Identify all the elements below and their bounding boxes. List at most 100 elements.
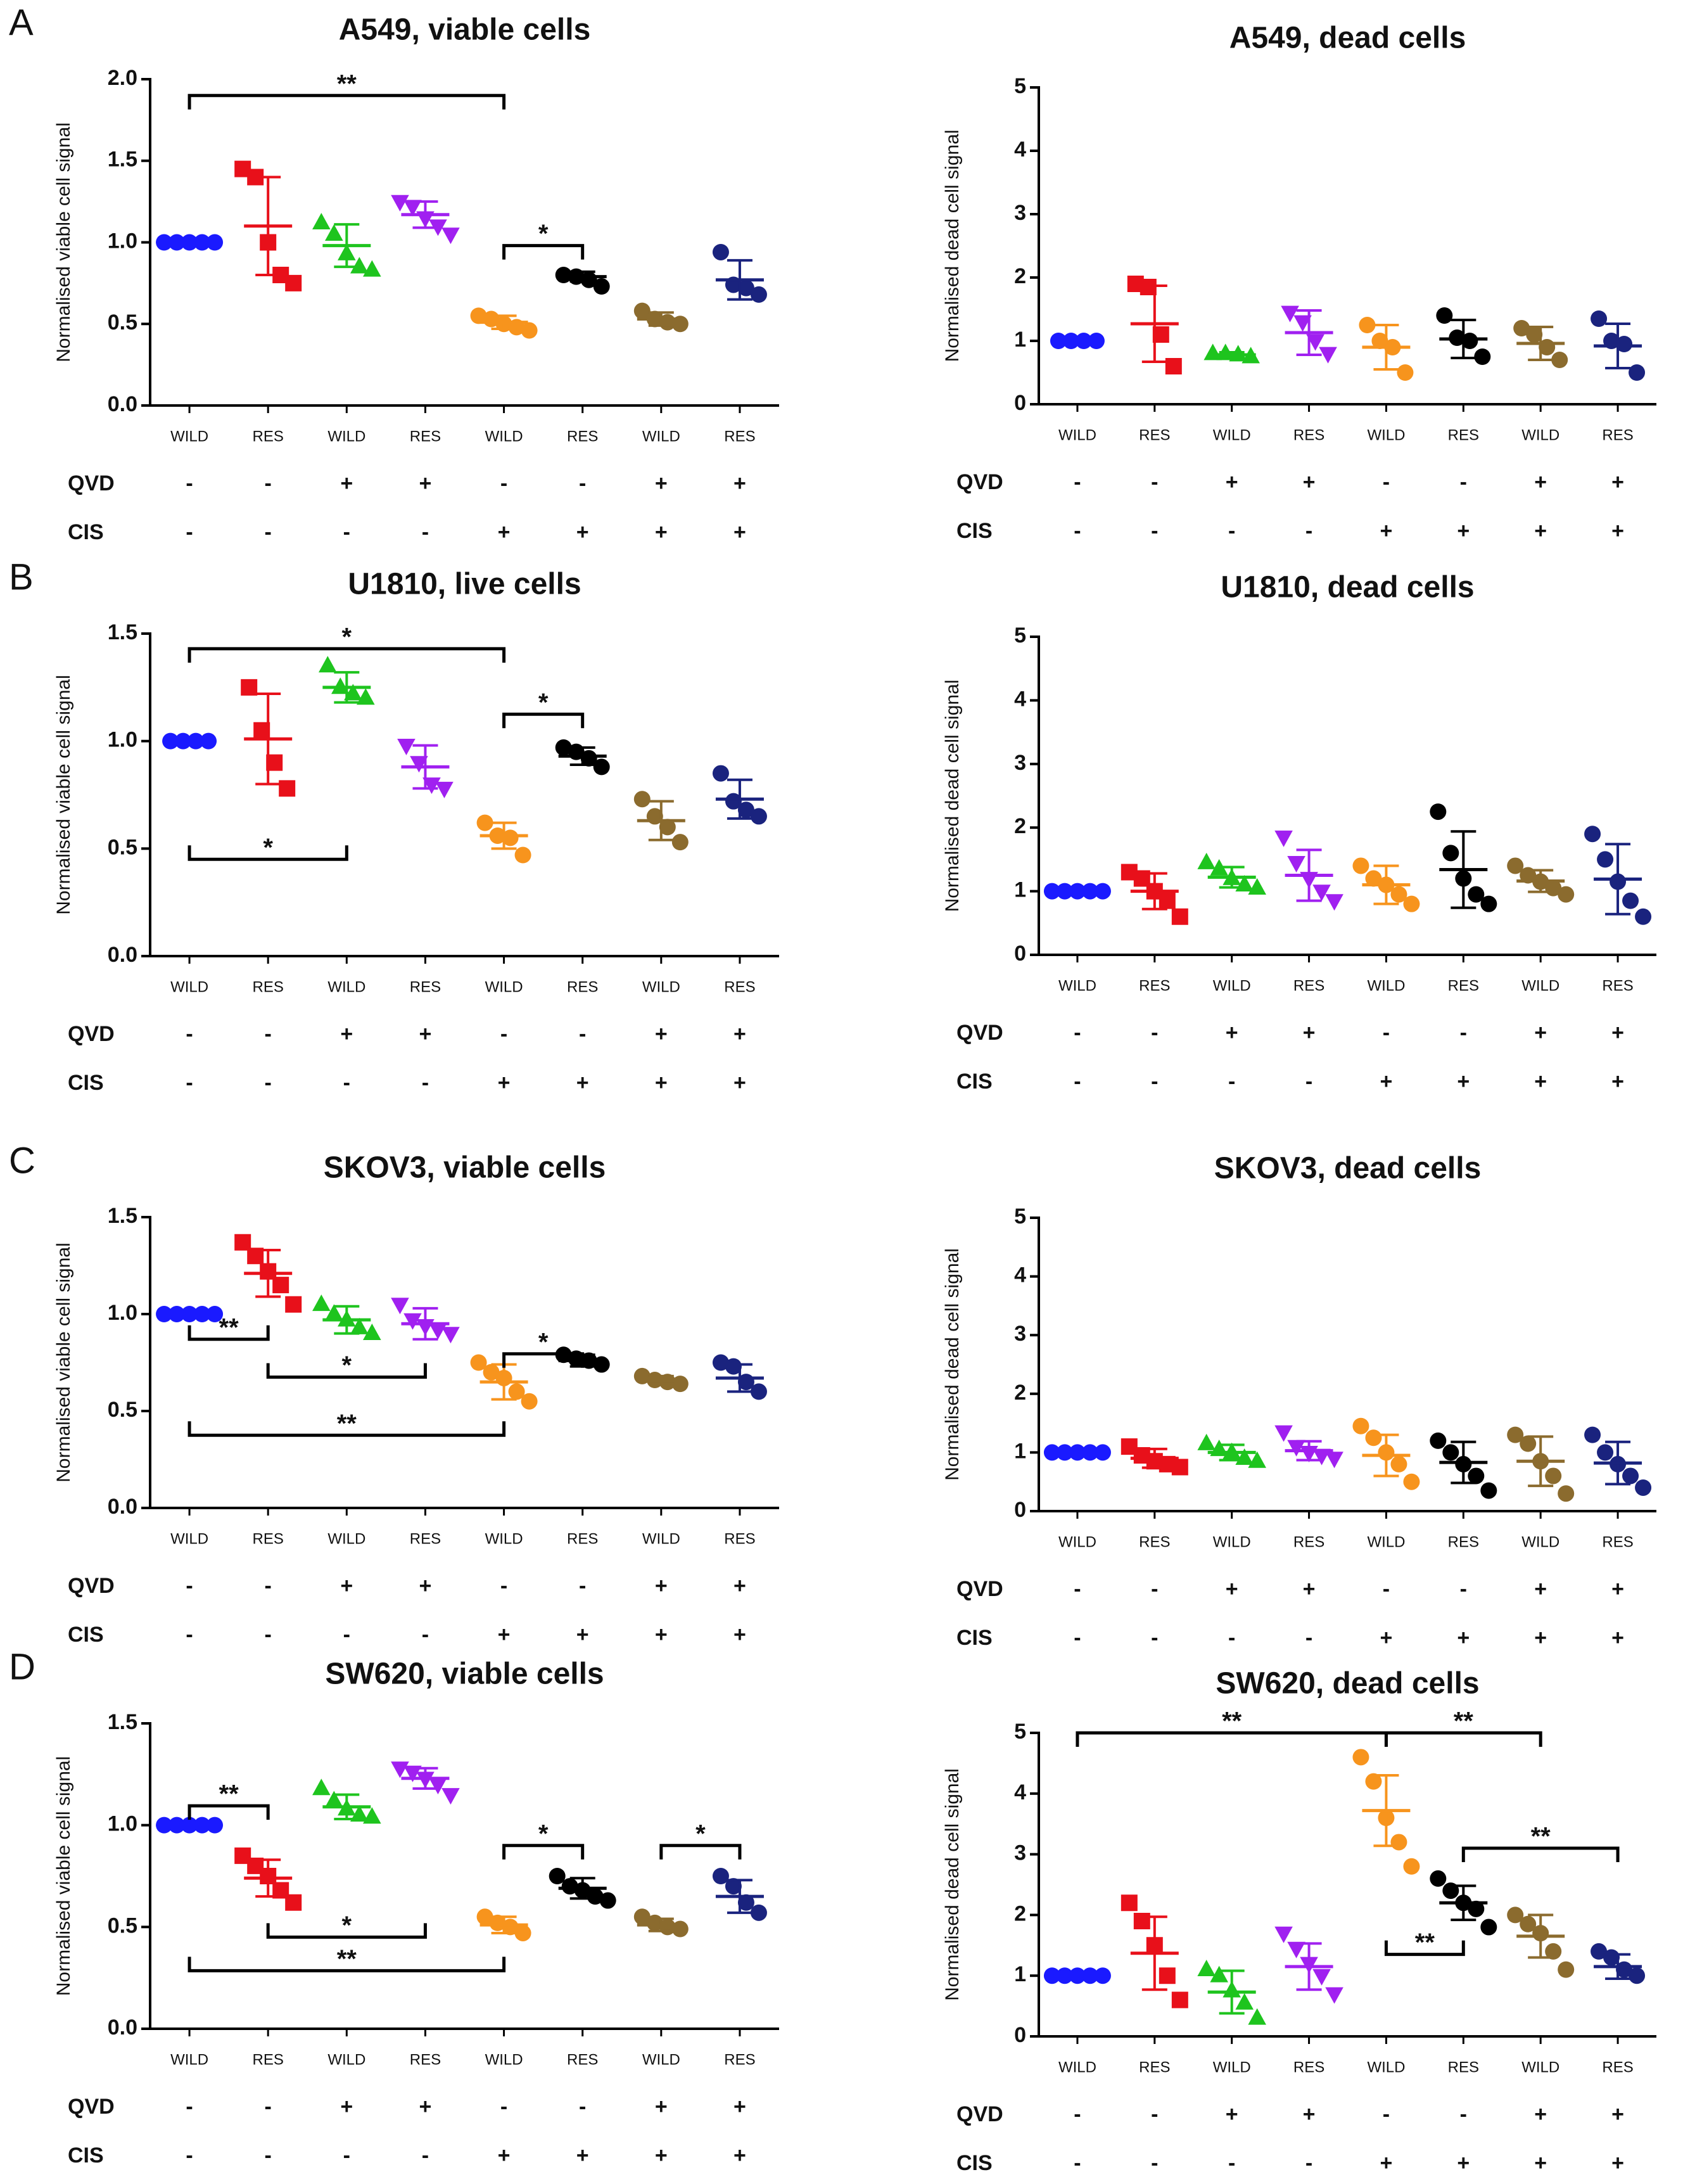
significance-label: ** [337,70,357,98]
x-tick-label: RES [1602,1533,1633,1550]
data-point [737,279,754,297]
row-label: QVD [68,471,115,495]
data-point [593,758,610,776]
significance-label: ** [1415,1929,1435,1957]
row-value: + [1457,2151,1470,2175]
significance-label: ** [1531,1823,1551,1851]
x-tick-label: RES [1139,2059,1170,2076]
data-point [712,765,729,782]
significance-bracket [502,244,585,260]
data-point [671,1920,689,1938]
y-tick-label: 0.5 [108,1398,137,1422]
row-value: + [734,2143,746,2168]
row-value: - [1074,2102,1081,2126]
x-tick-label: WILD [1367,977,1405,994]
data-point [593,278,610,295]
data-point [325,1304,343,1321]
row-label: CIS [956,1626,993,1650]
x-tick-label: RES [1139,426,1170,444]
row-value: - [1074,2151,1081,2175]
row-value: - [422,1623,429,1647]
x-tick-label: RES [1139,977,1170,994]
x-tick-label: WILD [1367,426,1405,444]
data-point [1352,1417,1369,1434]
data-point [1622,892,1639,909]
row-label: QVD [68,2095,115,2119]
x-tick-label: RES [1448,2059,1479,2076]
y-tick-label: 1.5 [108,148,137,172]
data-point [1312,884,1331,902]
data-point [279,780,296,797]
row-label: CIS [956,1070,993,1094]
row-value: + [1534,1070,1547,1094]
significance-bracket [502,712,585,729]
row-value: + [1226,470,1238,494]
panel-letter: A [9,2,34,43]
data-point [580,750,597,767]
row-value: + [1611,2151,1624,2175]
data-point [1248,1451,1266,1468]
data-point [1043,883,1060,900]
row-value: + [734,520,746,544]
data-point [1159,1967,1176,1984]
chart-title: A549, dead cells [1229,22,1466,55]
y-tick-label: 1 [1014,878,1026,902]
data-point [350,1805,369,1822]
data-point [1558,886,1575,903]
significance-bracket [1384,1940,1465,1957]
row-value: + [1303,2102,1316,2126]
row-value: - [343,520,350,544]
chart-panel: SKOV3, dead cells Normalised dead cell si… [942,1152,1656,1650]
row-value: - [1151,2151,1158,2175]
y-tick-label: 0.0 [108,2015,137,2040]
row-value: + [734,1574,746,1598]
y-tick-label: 3 [1014,1322,1026,1346]
data-point [1171,1991,1188,2008]
x-tick-label: WILD [327,428,365,445]
row-label: CIS [956,2151,993,2175]
data-point [1094,1444,1111,1461]
data-point [1281,305,1299,322]
panel-letter: D [9,1646,35,1687]
data-point [363,1324,381,1340]
x-tick-label: RES [410,2051,441,2068]
x-tick-label: RES [1602,977,1633,994]
x-tick-label: WILD [1213,1533,1251,1550]
row-value: - [186,471,193,495]
row-value: + [655,2095,668,2119]
row-value: - [1228,1626,1235,1650]
row-value: + [1380,519,1393,543]
data-point [1468,886,1485,903]
row-value: + [498,1071,511,1095]
row-value: - [1074,1626,1081,1650]
significance-bracket [266,1363,427,1379]
y-tick-label: 3 [1014,1841,1026,1865]
significance-label: ** [337,1410,357,1438]
row-label: CIS [68,1071,104,1095]
x-tick-label: RES [1448,977,1479,994]
data-point [1513,320,1530,337]
row-value: + [419,1022,432,1046]
row-value: - [186,1574,193,1598]
y-tick-label: 1 [1014,1962,1026,1986]
row-value: - [1228,519,1235,543]
data-point [750,1383,767,1400]
row-value: - [1383,2102,1390,2126]
y-tick-label: 0.5 [108,310,137,335]
data-point [1390,886,1407,903]
data-point [1584,826,1601,843]
y-tick-label: 1.0 [108,728,137,752]
row-value: + [655,520,668,544]
data-point [593,1356,610,1373]
row-value: - [265,1071,272,1095]
data-point [1403,1473,1420,1490]
data-point [1461,333,1478,349]
data-point [1468,1900,1485,1917]
significance-label: * [342,1351,352,1379]
significance-label: * [538,220,549,248]
data-point [1287,856,1305,873]
y-tick-label: 4 [1014,137,1026,162]
data-point [599,1892,616,1909]
chart-panel: B U1810, live cells Normalised viable cell… [9,556,779,1095]
